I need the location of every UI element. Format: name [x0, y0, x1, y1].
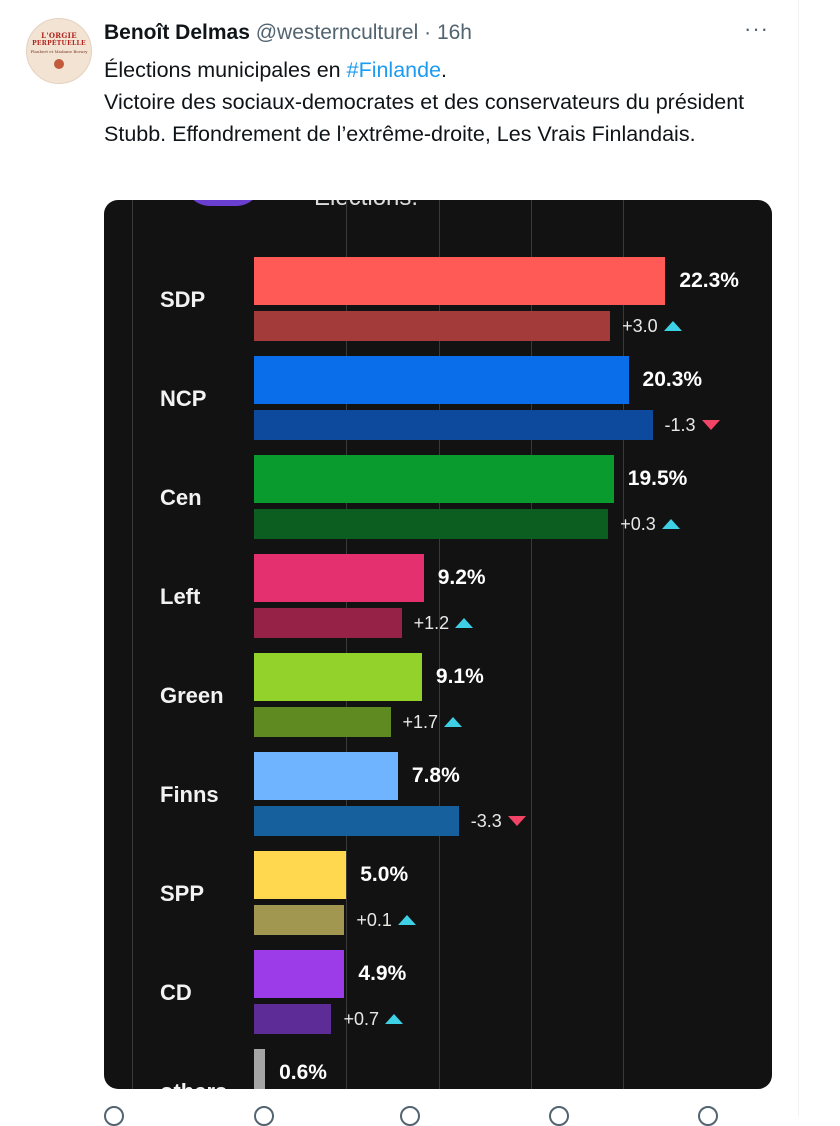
previous-bar-cen [254, 509, 609, 539]
previous-bar-sdp [254, 311, 611, 341]
tweet-text-suffix: . [441, 58, 448, 82]
down-arrow-icon [701, 420, 720, 430]
tweet-text-prefix: Élections municipales en [104, 58, 347, 82]
previous-bar-left [254, 608, 402, 638]
hashtag-link[interactable]: #Finlande [346, 58, 442, 82]
views-icon[interactable] [549, 1106, 569, 1126]
change-value: -3.3 [470, 811, 502, 831]
previous-bar-ncp [254, 410, 653, 440]
vote-label-sdp: 22.3% [679, 269, 739, 292]
party-label-spp: SPP [160, 881, 205, 906]
gridline-2 [439, 200, 440, 1089]
chart-image[interactable]: Elections. SDP 22.3% +3.0 NCP 20.3% -1.3 Cen 19… [104, 200, 772, 1089]
change-label-cen: +0.3 [620, 514, 680, 535]
avatar[interactable]: L'ORGIE PERPÉTUELLE Flaubert et Madame B… [26, 18, 92, 84]
tweet-header: Benoît Delmas @westernculturel · 16h [104, 18, 472, 48]
bookmark-icon[interactable] [698, 1106, 718, 1126]
vote-label-cen: 19.5% [627, 467, 688, 490]
up-arrow-icon [397, 915, 416, 925]
change-label-left: +1.2 [414, 613, 474, 634]
like-icon[interactable] [400, 1106, 420, 1126]
change-value: +1.2 [413, 613, 450, 633]
gridline-3 [531, 200, 532, 1089]
vote-bar-sdp [254, 257, 666, 305]
vote-bar-spp [254, 851, 347, 899]
party-label-ncp: NCP [160, 386, 207, 411]
previous-bar-cd [254, 1004, 332, 1034]
gridline-0 [132, 200, 133, 1089]
vote-label-cd: 4.9% [358, 962, 407, 985]
author-name[interactable]: Benoît Delmas [104, 21, 250, 44]
up-arrow-icon [385, 1014, 404, 1024]
previous-bar-spp [254, 905, 345, 935]
reply-icon[interactable] [104, 1106, 124, 1126]
party-label-finns: Finns [160, 782, 219, 807]
separator-dot: · [424, 21, 432, 44]
vote-bar-others [254, 1049, 266, 1089]
retweet-icon[interactable] [254, 1106, 274, 1126]
timestamp[interactable]: 16h [436, 21, 472, 44]
change-value: +1.7 [402, 712, 439, 732]
action-row [104, 1106, 784, 1126]
party-label-left: Left [160, 584, 201, 609]
up-arrow-icon [663, 321, 682, 331]
change-value: +0.1 [356, 910, 392, 930]
vote-label-finns: 7.8% [411, 764, 460, 787]
vote-bar-cd [254, 950, 345, 998]
change-label-cd: +0.7 [343, 1009, 404, 1030]
down-arrow-icon [507, 816, 526, 826]
broadcaster-logo-icon [184, 200, 262, 206]
party-label-sdp: SDP [160, 287, 206, 312]
vote-label-others: 0.6% [279, 1061, 327, 1084]
change-value: +0.7 [343, 1009, 380, 1029]
party-label-cen: Cen [160, 485, 202, 510]
change-label-spp: +0.1 [356, 910, 416, 931]
gridline-1 [346, 200, 347, 1089]
chart-header-cut: Elections. [314, 200, 418, 212]
avatar-subtitle: PERPÉTUELLE [32, 40, 86, 47]
up-arrow-icon [455, 618, 474, 628]
change-value: +0.3 [620, 514, 656, 534]
vote-bar-green [254, 653, 422, 701]
vote-bar-finns [254, 752, 398, 800]
change-label-ncp: -1.3 [665, 415, 720, 436]
more-options-icon[interactable]: ··· [744, 16, 769, 41]
party-label-cd: CD [160, 980, 192, 1005]
party-label-others: others [160, 1079, 227, 1089]
vote-label-ncp: 20.3% [642, 368, 703, 391]
vote-bar-ncp [254, 356, 629, 404]
change-value: +3.0 [622, 316, 658, 336]
vote-bar-left [254, 554, 424, 602]
author-handle[interactable]: @westernculturel [255, 21, 419, 44]
vote-bar-cen [254, 455, 614, 503]
previous-bar-green [254, 707, 391, 737]
tweet-text-line1: Élections municipales en #Finlande. [104, 54, 784, 86]
vote-label-spp: 5.0% [360, 863, 409, 886]
vote-label-green: 9.1% [435, 665, 484, 688]
avatar-caption: Flaubert et Madame Bovary [30, 49, 88, 54]
vote-label-left: 9.2% [437, 566, 486, 589]
tweet-text: Élections municipales en #Finlande. Vict… [104, 54, 784, 150]
change-value: -1.3 [664, 415, 696, 435]
tweet-text-line2: Victoire des sociaux-democrates et des c… [104, 90, 745, 146]
up-arrow-icon [661, 519, 680, 529]
previous-bar-finns [254, 806, 459, 836]
party-label-green: Green [160, 683, 224, 708]
change-label-green: +1.7 [403, 712, 463, 733]
gridline-4 [623, 200, 624, 1089]
change-label-finns: -3.3 [471, 811, 526, 832]
column-divider [798, 0, 799, 1116]
change-label-sdp: +3.0 [622, 316, 682, 337]
up-arrow-icon [444, 717, 463, 727]
avatar-title: L'ORGIE [41, 31, 77, 40]
avatar-emblem-icon [54, 59, 64, 69]
